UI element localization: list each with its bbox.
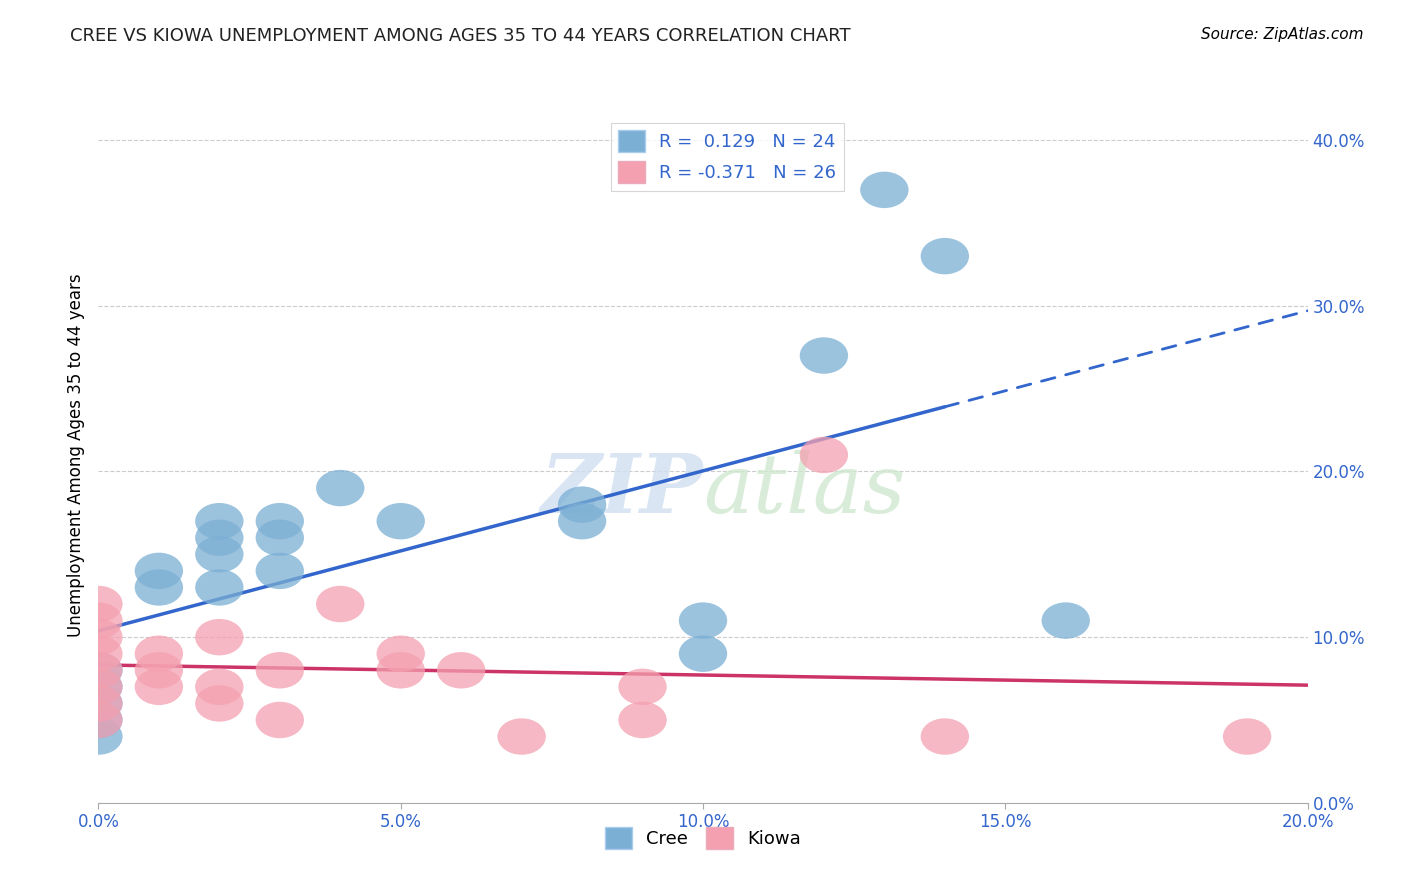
Ellipse shape [75, 652, 122, 689]
Ellipse shape [316, 470, 364, 507]
Ellipse shape [437, 652, 485, 689]
Ellipse shape [135, 652, 183, 689]
Ellipse shape [256, 652, 304, 689]
Ellipse shape [195, 669, 243, 705]
Ellipse shape [195, 519, 243, 556]
Ellipse shape [256, 553, 304, 589]
Ellipse shape [195, 503, 243, 540]
Ellipse shape [619, 702, 666, 739]
Ellipse shape [75, 602, 122, 639]
Ellipse shape [498, 718, 546, 755]
Ellipse shape [377, 635, 425, 672]
Ellipse shape [135, 569, 183, 606]
Y-axis label: Unemployment Among Ages 35 to 44 years: Unemployment Among Ages 35 to 44 years [66, 273, 84, 637]
Ellipse shape [75, 619, 122, 656]
Ellipse shape [75, 586, 122, 623]
Text: Source: ZipAtlas.com: Source: ZipAtlas.com [1201, 27, 1364, 42]
Ellipse shape [135, 669, 183, 705]
Ellipse shape [75, 702, 122, 739]
Text: atlas: atlas [703, 450, 905, 530]
Ellipse shape [800, 437, 848, 473]
Ellipse shape [619, 669, 666, 705]
Text: ZIP: ZIP [540, 450, 703, 530]
Ellipse shape [75, 702, 122, 739]
Ellipse shape [75, 635, 122, 672]
Ellipse shape [75, 718, 122, 755]
Ellipse shape [921, 718, 969, 755]
Ellipse shape [135, 635, 183, 672]
Ellipse shape [195, 619, 243, 656]
Ellipse shape [558, 503, 606, 540]
Ellipse shape [135, 553, 183, 589]
Ellipse shape [558, 486, 606, 523]
Text: CREE VS KIOWA UNEMPLOYMENT AMONG AGES 35 TO 44 YEARS CORRELATION CHART: CREE VS KIOWA UNEMPLOYMENT AMONG AGES 35… [70, 27, 851, 45]
Ellipse shape [75, 685, 122, 722]
Legend: Cree, Kiowa: Cree, Kiowa [598, 820, 808, 856]
Ellipse shape [377, 503, 425, 540]
Ellipse shape [256, 702, 304, 739]
Ellipse shape [1042, 602, 1090, 639]
Ellipse shape [75, 669, 122, 705]
Ellipse shape [377, 652, 425, 689]
Ellipse shape [195, 536, 243, 573]
Ellipse shape [75, 669, 122, 705]
Ellipse shape [195, 685, 243, 722]
Ellipse shape [1223, 718, 1271, 755]
Ellipse shape [921, 238, 969, 275]
Ellipse shape [256, 503, 304, 540]
Ellipse shape [800, 337, 848, 374]
Ellipse shape [860, 171, 908, 208]
Ellipse shape [256, 519, 304, 556]
Ellipse shape [679, 635, 727, 672]
Ellipse shape [75, 685, 122, 722]
Ellipse shape [316, 586, 364, 623]
Ellipse shape [679, 602, 727, 639]
Ellipse shape [75, 652, 122, 689]
Ellipse shape [195, 569, 243, 606]
